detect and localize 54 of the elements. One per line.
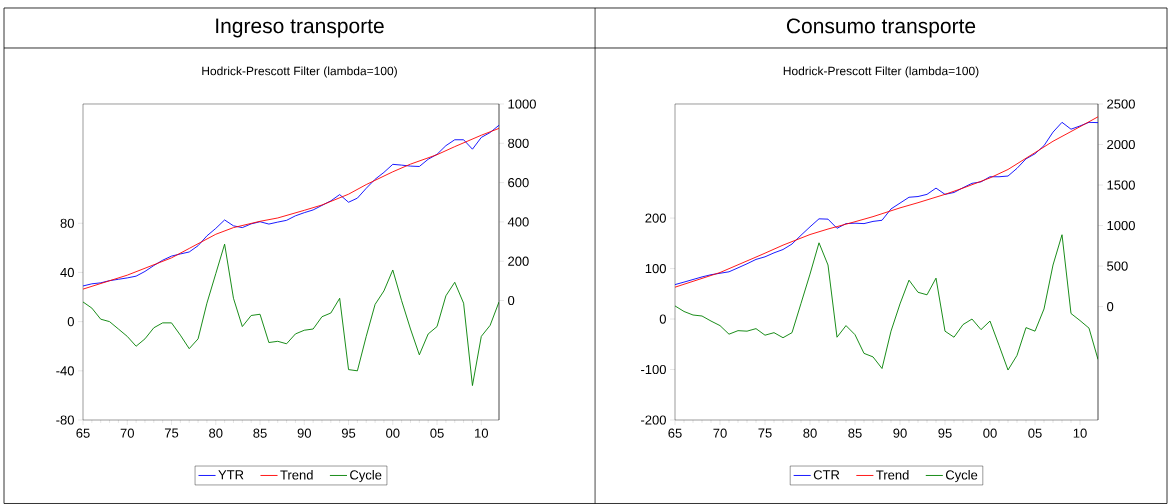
y2-tick-label: 200: [508, 256, 529, 266]
y-tick-label: 80: [60, 218, 74, 228]
x-tick-label: 70: [120, 428, 134, 438]
chart-title: Ingreso transporte: [216, 18, 384, 38]
y-tick-label: 100: [645, 263, 666, 274]
y2-tick-label: 500: [1107, 261, 1128, 271]
legend-label: Trend: [280, 470, 313, 480]
y2-tick-label: 1000: [1107, 220, 1135, 231]
y-tick-label: -100: [641, 364, 666, 375]
y-tick-label: -40: [56, 366, 74, 376]
x-tick-label: 80: [803, 428, 817, 438]
x-tick-label: 00: [983, 428, 997, 438]
x-tick-label: 85: [848, 428, 862, 438]
y2-tick-label: 0: [508, 295, 515, 306]
y-tick-label: 0: [659, 314, 666, 324]
x-tick-label: 10: [1073, 428, 1087, 438]
x-tick-label: 90: [893, 428, 907, 438]
line-series: [675, 234, 1099, 371]
y2-tick-label: 800: [508, 138, 529, 148]
y2-tick-label: 1000: [508, 99, 536, 109]
x-tick-label: 05: [430, 428, 444, 438]
legend-label: Cycle: [945, 470, 978, 483]
y-tick-label: -80: [56, 415, 74, 425]
chart-title: Consumo transporte: [786, 18, 976, 38]
x-tick-label: 05: [1028, 428, 1042, 438]
x-tick-label: 65: [76, 428, 90, 438]
legend-label: Cycle: [350, 470, 382, 483]
x-tick-label: 70: [713, 428, 727, 438]
line-series: [83, 243, 499, 387]
x-tick-label: 10: [475, 428, 489, 438]
legend-label: YTR: [218, 470, 244, 480]
y2-tick-label: 400: [507, 217, 529, 227]
x-tick-label: 80: [209, 428, 223, 438]
x-tick-label: 75: [164, 428, 179, 438]
chart-subtitle: Hodrick-Prescott Filter (lambda=100): [783, 66, 979, 78]
x-tick-label: 00: [386, 428, 400, 438]
y-tick-label: 200: [645, 213, 666, 223]
legend-label: Trend: [876, 470, 909, 480]
y2-tick-label: 2500: [1107, 99, 1135, 109]
y-tick-label: -200: [641, 415, 666, 425]
x-tick-label: 95: [341, 428, 356, 438]
legend-label: CTR: [813, 470, 840, 480]
y2-tick-label: 0: [1107, 301, 1114, 312]
y2-tick-label: 1500: [1107, 180, 1135, 190]
x-tick-label: 90: [297, 428, 311, 438]
y-tick-label: 0: [67, 317, 74, 327]
x-tick-label: 75: [758, 428, 772, 438]
x-tick-label: 95: [938, 428, 952, 438]
y-tick-label: 40: [60, 267, 74, 278]
x-tick-label: 85: [253, 428, 267, 438]
y2-tick-label: 2000: [1107, 139, 1135, 150]
x-tick-label: 65: [668, 428, 682, 438]
y2-tick-label: 600: [508, 178, 529, 188]
chart-subtitle: Hodrick-Prescott Filter (lambda=100): [202, 66, 397, 78]
